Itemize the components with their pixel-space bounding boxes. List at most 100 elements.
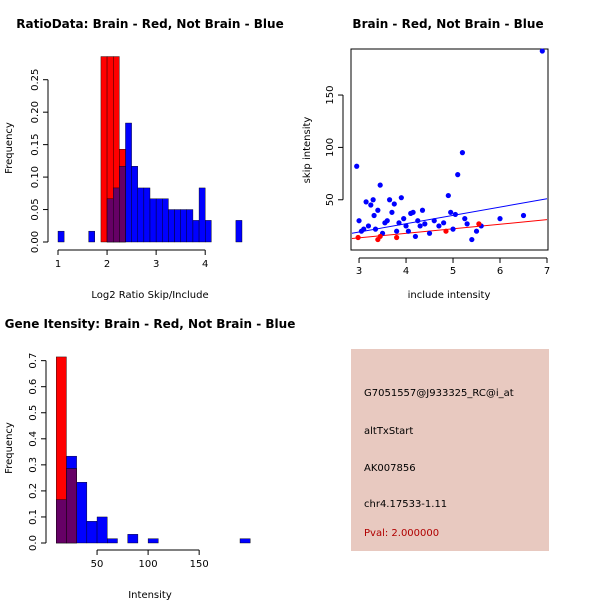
not-brain-point (361, 226, 367, 232)
intensity-x-tick-label: 150 (190, 559, 209, 570)
ratio-y-tick-label: 0.15 (30, 133, 41, 155)
not-brain-point (403, 223, 409, 229)
pval-text: Pval: 2.000000 (364, 528, 439, 539)
intensity-scatter-panel: Brain - Red, Not Brain - Blue include in… (302, 17, 550, 301)
not-brain-point (415, 218, 421, 224)
intensity-not-brain-bar (86, 521, 98, 544)
intensity-not-brain-bar (147, 538, 159, 544)
gene-intensity-title: Gene Itensity: Brain - Red, Not Brain - … (5, 317, 296, 331)
intensity-not-brain-bar (107, 538, 118, 544)
scatter-x-tick-label: 5 (450, 266, 456, 277)
brain-fit-line (351, 219, 548, 240)
intensity-y-tick-label: 0.5 (28, 405, 39, 421)
not-brain-point (370, 197, 376, 203)
not-brain-point (455, 172, 461, 178)
not-brain-point (448, 209, 454, 215)
gene-intensity-xlabel: Intensity (128, 590, 172, 600)
not-brain-point (539, 48, 545, 54)
probe-id-text: G7051557@J933325_RC@i_at (364, 388, 514, 399)
not-brain-point (410, 209, 416, 215)
ratio-x-tick-label: 3 (153, 259, 159, 270)
ratio-overlap-bar (119, 166, 126, 243)
not-brain-point (441, 220, 447, 226)
brain-point (377, 233, 383, 240)
not-brain-point (401, 216, 407, 222)
not-brain-point (422, 221, 428, 227)
brain-point (355, 234, 361, 241)
ratio-not-brain-bar (131, 166, 138, 243)
not-brain-point (462, 216, 468, 222)
scatter-y-tick-label: 50 (325, 193, 336, 206)
not-brain-point (356, 218, 362, 224)
probe-info-background (351, 349, 549, 551)
probe-info-panel: G7051557@J933325_RC@i_at altTxStart AK00… (351, 349, 549, 551)
ratio-not-brain-bar (174, 209, 181, 243)
not-brain-point (398, 195, 404, 201)
not-brain-point (445, 192, 451, 199)
brain-point (394, 234, 400, 241)
not-brain-point (405, 228, 411, 234)
not-brain-point (384, 218, 390, 224)
ratio-not-brain-bar (57, 230, 65, 243)
intensity-overlap-bar (56, 499, 67, 544)
ratio-not-brain-bar (198, 187, 206, 243)
ratio-y-tick-label: 0.20 (30, 101, 41, 123)
not-brain-point (372, 226, 379, 232)
intensity-y-tick-label: 0.6 (28, 379, 39, 395)
not-brain-point (377, 182, 383, 188)
intensity-y-tick-label: 0.2 (28, 483, 39, 499)
not-brain-point (459, 150, 466, 156)
accession-text: AK007856 (364, 463, 416, 474)
not-brain-point (473, 228, 480, 234)
not-brain-point (464, 221, 470, 227)
not-brain-point (396, 220, 402, 226)
not-brain-point (431, 218, 437, 224)
intensity-y-tick-label: 0.1 (28, 509, 39, 525)
ratio-x-tick-label: 2 (104, 259, 110, 270)
ratio-brain-bar (100, 56, 108, 243)
ratio-y-tick-label: 0.00 (30, 231, 41, 253)
not-brain-point (386, 197, 393, 203)
scatter-y-tick-label: 100 (325, 138, 336, 157)
not-brain-point (412, 233, 419, 240)
brain-point (443, 228, 449, 234)
ratio-not-brain-bar (143, 187, 151, 243)
ratio-x-tick-label: 1 (55, 259, 61, 270)
gene-intensity-ylabel: Frequency (4, 422, 15, 474)
ratio-overlap-bar (106, 198, 114, 243)
ratio-not-brain-bar (162, 198, 169, 243)
scatter-plot-box (350, 48, 549, 251)
ratio-histogram-title: RatioData: Brain - Red, Not Brain - Blue (16, 17, 283, 31)
ratio-not-brain-bar (180, 209, 188, 243)
not-brain-point (363, 199, 369, 205)
scatter-title: Brain - Red, Not Brain - Blue (352, 17, 543, 31)
intensity-overlap-bar (66, 468, 77, 544)
intensity-y-tick-label: 0.7 (28, 353, 39, 369)
ratio-histogram-xlabel: Log2 Ratio Skip/Include (91, 290, 208, 301)
ratio-not-brain-bar (192, 220, 200, 243)
ratio-not-brain-bar (137, 187, 145, 243)
not-brain-point (354, 163, 360, 169)
ratio-histogram-ylabel: Frequency (4, 122, 15, 174)
ratio-not-brain-bar (88, 230, 95, 243)
intensity-not-brain-bar (239, 538, 251, 544)
scatter-ylabel: skip intensity (302, 117, 313, 184)
ratio-not-brain-bar (125, 122, 132, 243)
not-brain-point (426, 230, 433, 236)
ratio-x-tick-label: 4 (202, 259, 208, 270)
event-type-text: altTxStart (364, 426, 413, 437)
ratio-not-brain-bar (204, 220, 212, 243)
intensity-not-brain-bar (96, 516, 108, 544)
ratio-y-tick-label: 0.10 (30, 166, 41, 188)
not-brain-point (520, 212, 527, 219)
intensity-y-tick-label: 0.4 (28, 431, 39, 447)
scatter-x-tick-label: 7 (544, 266, 550, 277)
not-brain-point (419, 207, 426, 213)
gene-intensity-histogram-panel: Gene Itensity: Brain - Red, Not Brain - … (4, 317, 295, 600)
intensity-y-tick-label: 0.3 (28, 457, 39, 473)
not-brain-point (371, 212, 377, 219)
not-brain-point (394, 228, 400, 234)
not-brain-point (436, 223, 442, 229)
not-brain-point (469, 236, 475, 243)
